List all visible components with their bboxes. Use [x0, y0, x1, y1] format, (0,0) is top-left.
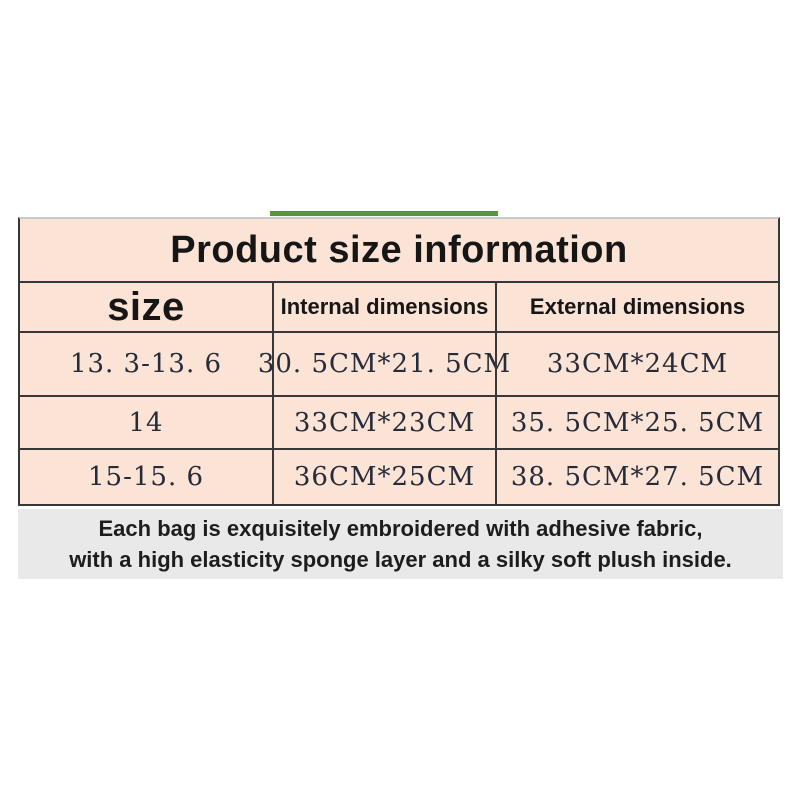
table-cell-internal-row2: 33CM*23CM [272, 395, 495, 448]
table-cell-internal-row3: 36CM*25CM [272, 448, 495, 504]
product-note: Each bag is exquisitely embroidered with… [18, 509, 783, 579]
table-grid: size Internal dimensions External dimens… [20, 281, 778, 504]
green-accent-line [270, 211, 498, 216]
table-cell-external-row2: 35. 5CM*25. 5CM [495, 395, 778, 448]
table-cell-size-row2: 14 [20, 395, 272, 448]
table-cell-external-row1: 33CM*24CM [495, 331, 778, 395]
column-header-size: size [20, 281, 272, 331]
table-title: Product size information [170, 228, 628, 271]
product-size-table: Product size information size Internal d… [18, 217, 780, 506]
table-cell-internal-row1: 30. 5CM*21. 5CM [258, 331, 510, 395]
table-cell-size-row3: 15-15. 6 [20, 448, 272, 504]
column-header-external-dimensions: External dimensions [495, 281, 778, 331]
table-cell-external-row3: 38. 5CM*27. 5CM [495, 448, 778, 504]
note-line-2: with a high elasticity sponge layer and … [69, 547, 732, 572]
note-line-1: Each bag is exquisitely embroidered with… [98, 516, 703, 541]
table-cell-size-row1: 13. 3-13. 6 [20, 331, 272, 395]
column-header-internal-dimensions: Internal dimensions [272, 281, 495, 331]
